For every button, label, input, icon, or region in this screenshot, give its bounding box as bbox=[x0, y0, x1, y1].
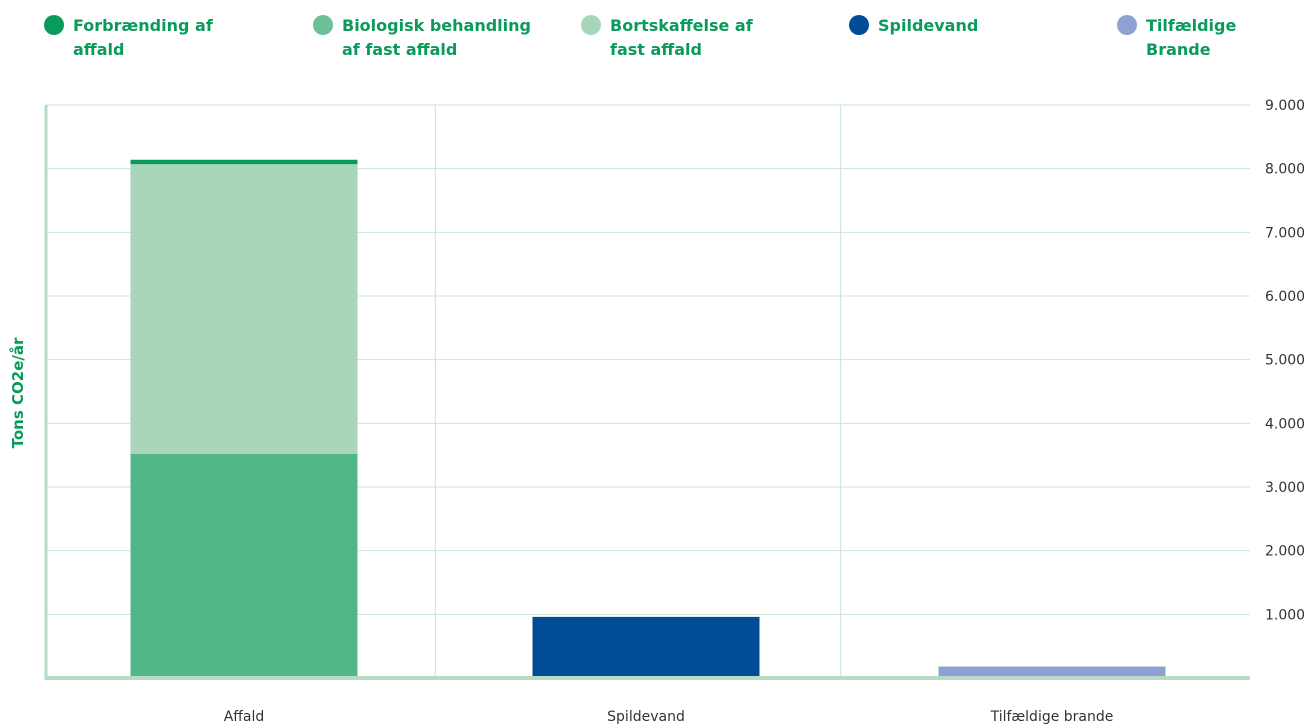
bar-0-series-0[interactable] bbox=[130, 453, 358, 678]
y-tick-label-5: 6.000 bbox=[1265, 289, 1305, 305]
y-tick-label-6: 7.000 bbox=[1265, 225, 1305, 241]
legend-label-tilfaeldige-brande: Tilfældige Brande bbox=[1146, 16, 1237, 59]
y-tick-label-8: 9.000 bbox=[1265, 98, 1305, 114]
y-tick-label-3: 4.000 bbox=[1265, 416, 1305, 432]
y-tick-labels: 1.000 2.000 3.000 4.000 5.000 6.000 7.000 8.000… bbox=[1265, 98, 1305, 623]
x-category-labels: Affald Spildevand Tilfældige brande bbox=[224, 709, 1114, 724]
y-tick-label-2: 3.000 bbox=[1265, 480, 1305, 496]
legend-label-bortskaffelse: Bortskaffelse af fast affald bbox=[610, 16, 753, 59]
legend-item-forbraending[interactable]: Forbrænding af affald bbox=[44, 14, 234, 62]
legend-item-spildevand[interactable]: Spildevand bbox=[849, 14, 1009, 38]
y-tick-label-7: 8.000 bbox=[1265, 162, 1305, 178]
legend-swatch-spildevand bbox=[849, 15, 869, 35]
bar-1-series-3[interactable] bbox=[532, 616, 760, 678]
x-category-label-2: Tilfældige brande bbox=[990, 709, 1114, 724]
legend-swatch-bortskaffelse bbox=[581, 15, 601, 35]
x-category-label-1: Spildevand bbox=[607, 709, 685, 724]
bar-0-series-1[interactable] bbox=[130, 164, 358, 454]
legend-item-tilfaeldige-brande[interactable]: Tilfældige Brande bbox=[1117, 14, 1236, 62]
y-tick-label-4: 5.000 bbox=[1265, 353, 1305, 369]
y-axis-label: Tons CO2e/år bbox=[9, 337, 27, 448]
bars bbox=[130, 159, 1166, 678]
legend-swatch-forbraending bbox=[44, 15, 64, 35]
bar-0-series-2[interactable] bbox=[130, 159, 358, 165]
y-tick-label-0: 1.000 bbox=[1265, 607, 1305, 623]
legend-label-spildevand: Spildevand bbox=[878, 16, 979, 35]
legend-swatch-biologisk bbox=[313, 15, 333, 35]
legend-label-biologisk: Biologisk behandling af fast affald bbox=[342, 16, 531, 59]
y-tick-label-1: 2.000 bbox=[1265, 544, 1305, 560]
legend-label-forbraending: Forbrænding af affald bbox=[73, 16, 213, 59]
legend-item-biologisk[interactable]: Biologisk behandling af fast affald bbox=[313, 14, 543, 62]
legend-swatch-tilfaeldige-brande bbox=[1117, 15, 1137, 35]
legend-item-bortskaffelse[interactable]: Bortskaffelse af fast affald bbox=[581, 14, 771, 62]
axes bbox=[44, 105, 1250, 680]
bar-2-series-4[interactable] bbox=[938, 666, 1166, 678]
x-category-label-0: Affald bbox=[224, 709, 265, 724]
